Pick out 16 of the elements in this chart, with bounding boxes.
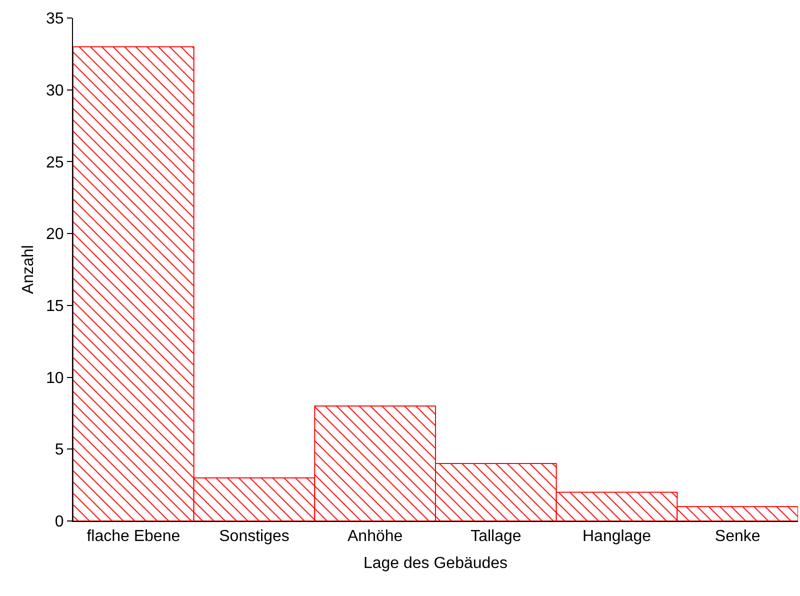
x-tick-label: Tallage <box>470 528 522 546</box>
y-tick-label: 30 <box>46 82 64 100</box>
x-tick-label: Sonstiges <box>219 528 290 546</box>
y-tick-label: 15 <box>46 298 64 316</box>
x-tick-label: flache Ebene <box>86 528 180 546</box>
y-tick-label: 25 <box>46 154 64 172</box>
y-tick-label: 5 <box>54 442 64 459</box>
y-tick-label: 35 <box>46 10 64 28</box>
x-axis-title: Lage des Gebäudes <box>363 554 508 572</box>
x-tick-label: Senke <box>714 528 760 546</box>
y-axis-title: Anzahl <box>20 245 37 294</box>
y-tick-label: 10 <box>46 370 64 387</box>
y-tick-label: 0 <box>54 514 64 531</box>
x-tick-label: Anhöhe <box>347 528 403 546</box>
x-tick-label: Hanglage <box>582 528 652 546</box>
y-tick-label: 20 <box>46 226 64 244</box>
